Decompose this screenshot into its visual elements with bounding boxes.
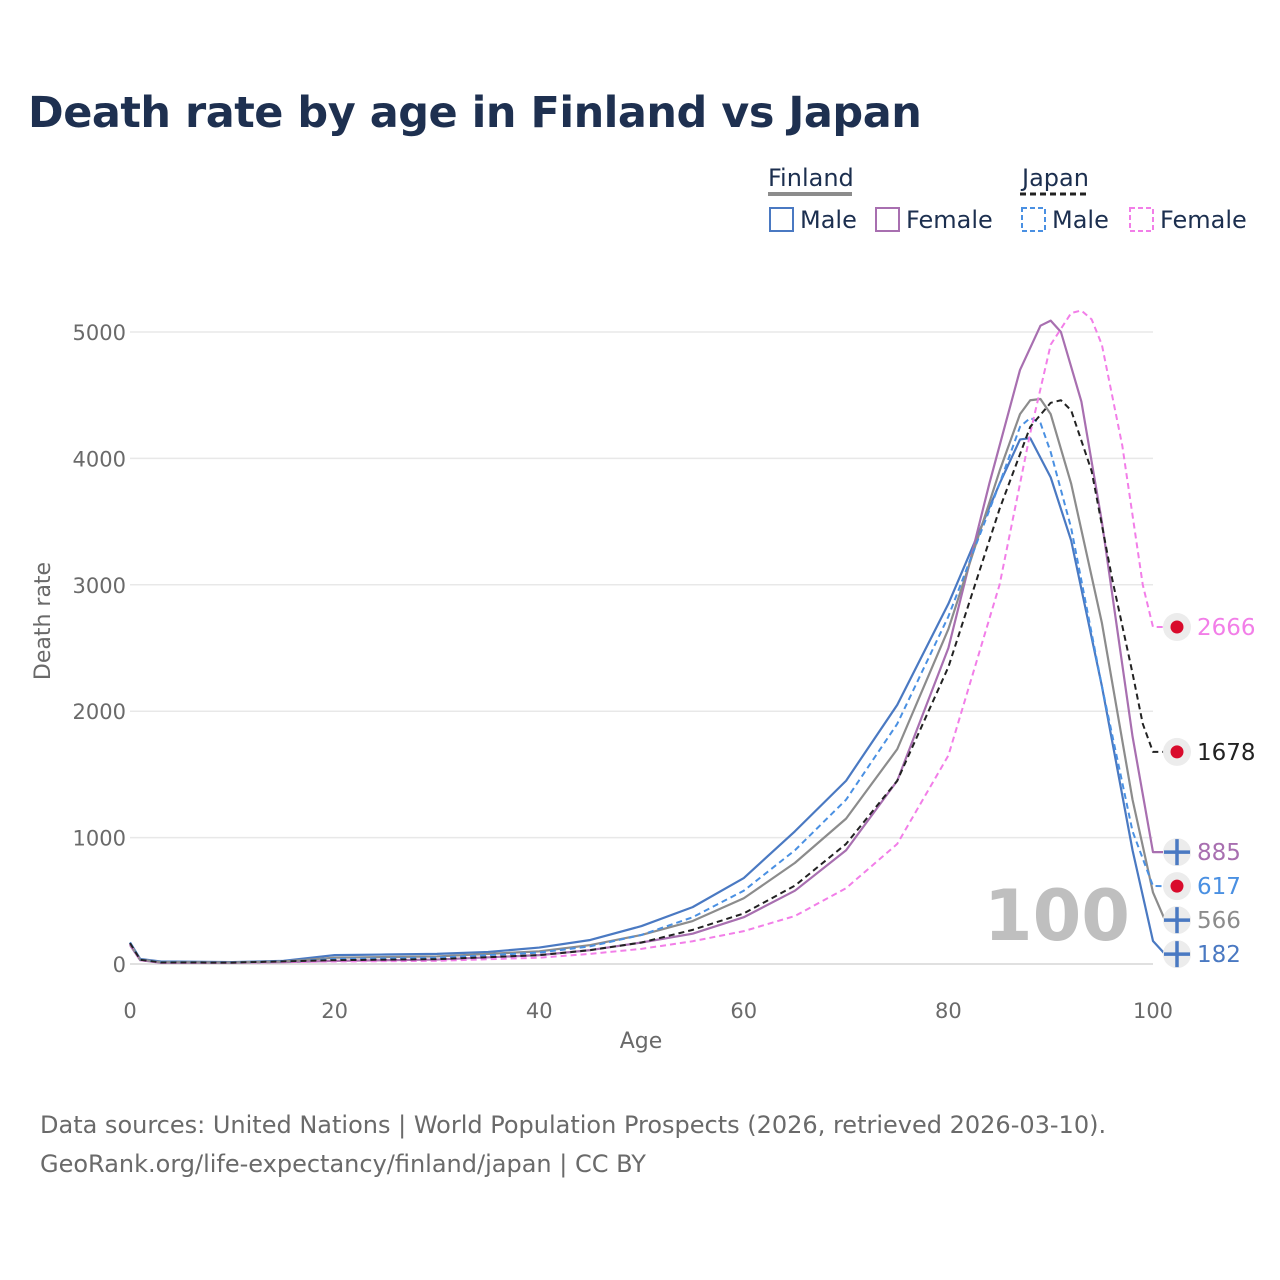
legend-label-finland-female: Female xyxy=(906,206,993,234)
footer-link[interactable]: GeoRank.org/life-expectancy/finland/japa… xyxy=(40,1150,646,1178)
end-value-label-japan-male: 617 xyxy=(1197,874,1241,900)
x-axis-ticks: 0 20 40 60 80 100 xyxy=(123,999,1173,1023)
x-axis-title: Age xyxy=(620,1029,663,1054)
legend-label-japan-female: Female xyxy=(1160,206,1247,234)
end-value-label-finland-male: 182 xyxy=(1197,942,1241,968)
y-axis-title: Death rate xyxy=(31,562,56,680)
x-tick-label: 80 xyxy=(935,999,962,1023)
y-tick-label: 5000 xyxy=(73,321,126,345)
current-age-label: 100 xyxy=(984,875,1130,957)
footer-sources: Data sources: United Nations | World Pop… xyxy=(40,1111,1107,1139)
series-line-finland-female[interactable] xyxy=(129,319,1165,964)
series-lines xyxy=(129,309,1167,964)
y-tick-label: 1000 xyxy=(73,827,126,851)
end-value-label-japan-total: 1678 xyxy=(1197,740,1256,766)
x-tick-label: 0 xyxy=(123,999,136,1023)
end-marker-dot-japan-male xyxy=(1170,879,1184,893)
legend-swatch-finland-male xyxy=(769,207,794,232)
legend-swatch-japan-male xyxy=(1021,207,1046,232)
footer: Data sources: United Nations | World Pop… xyxy=(40,1106,1106,1184)
legend-japan-title: Japan xyxy=(1020,164,1089,192)
end-marker-dot-japan-total xyxy=(1170,745,1184,759)
y-axis-ticks: 0 1000 2000 3000 4000 5000 xyxy=(73,321,126,977)
legend: Finland Male Female Japan Male Female xyxy=(768,164,1247,234)
series-line-japan-female[interactable] xyxy=(129,309,1165,964)
end-marker-dot-japan-female xyxy=(1170,620,1184,634)
x-tick-label: 60 xyxy=(730,999,757,1023)
legend-group-japan[interactable]: Japan Male Female xyxy=(1020,164,1247,234)
end-value-label-finland-total: 566 xyxy=(1197,908,1241,934)
chart-title: Death rate by age in Finland vs Japan xyxy=(28,88,922,138)
x-tick-label: 20 xyxy=(321,999,348,1023)
series-line-finland-male[interactable] xyxy=(129,437,1166,964)
end-markers: 182 885 566 617 2666 1678 xyxy=(1163,613,1256,969)
x-tick-label: 40 xyxy=(526,999,553,1023)
legend-swatch-japan-female xyxy=(1129,207,1154,232)
y-tick-label: 0 xyxy=(113,953,126,977)
legend-group-finland[interactable]: Finland Male Female xyxy=(768,164,993,234)
series-line-japan-total[interactable] xyxy=(129,399,1165,964)
y-tick-label: 3000 xyxy=(73,574,126,598)
legend-finland-title: Finland xyxy=(768,164,854,192)
legend-swatch-finland-female xyxy=(875,207,900,232)
legend-label-finland-male: Male xyxy=(800,206,857,234)
grid xyxy=(130,331,1153,965)
legend-label-japan-male: Male xyxy=(1052,206,1109,234)
end-value-label-finland-female: 885 xyxy=(1197,840,1241,866)
x-tick-label: 100 xyxy=(1133,999,1173,1023)
end-value-label-japan-female: 2666 xyxy=(1197,615,1256,641)
y-tick-label: 4000 xyxy=(73,447,126,471)
y-tick-label: 2000 xyxy=(73,700,126,724)
